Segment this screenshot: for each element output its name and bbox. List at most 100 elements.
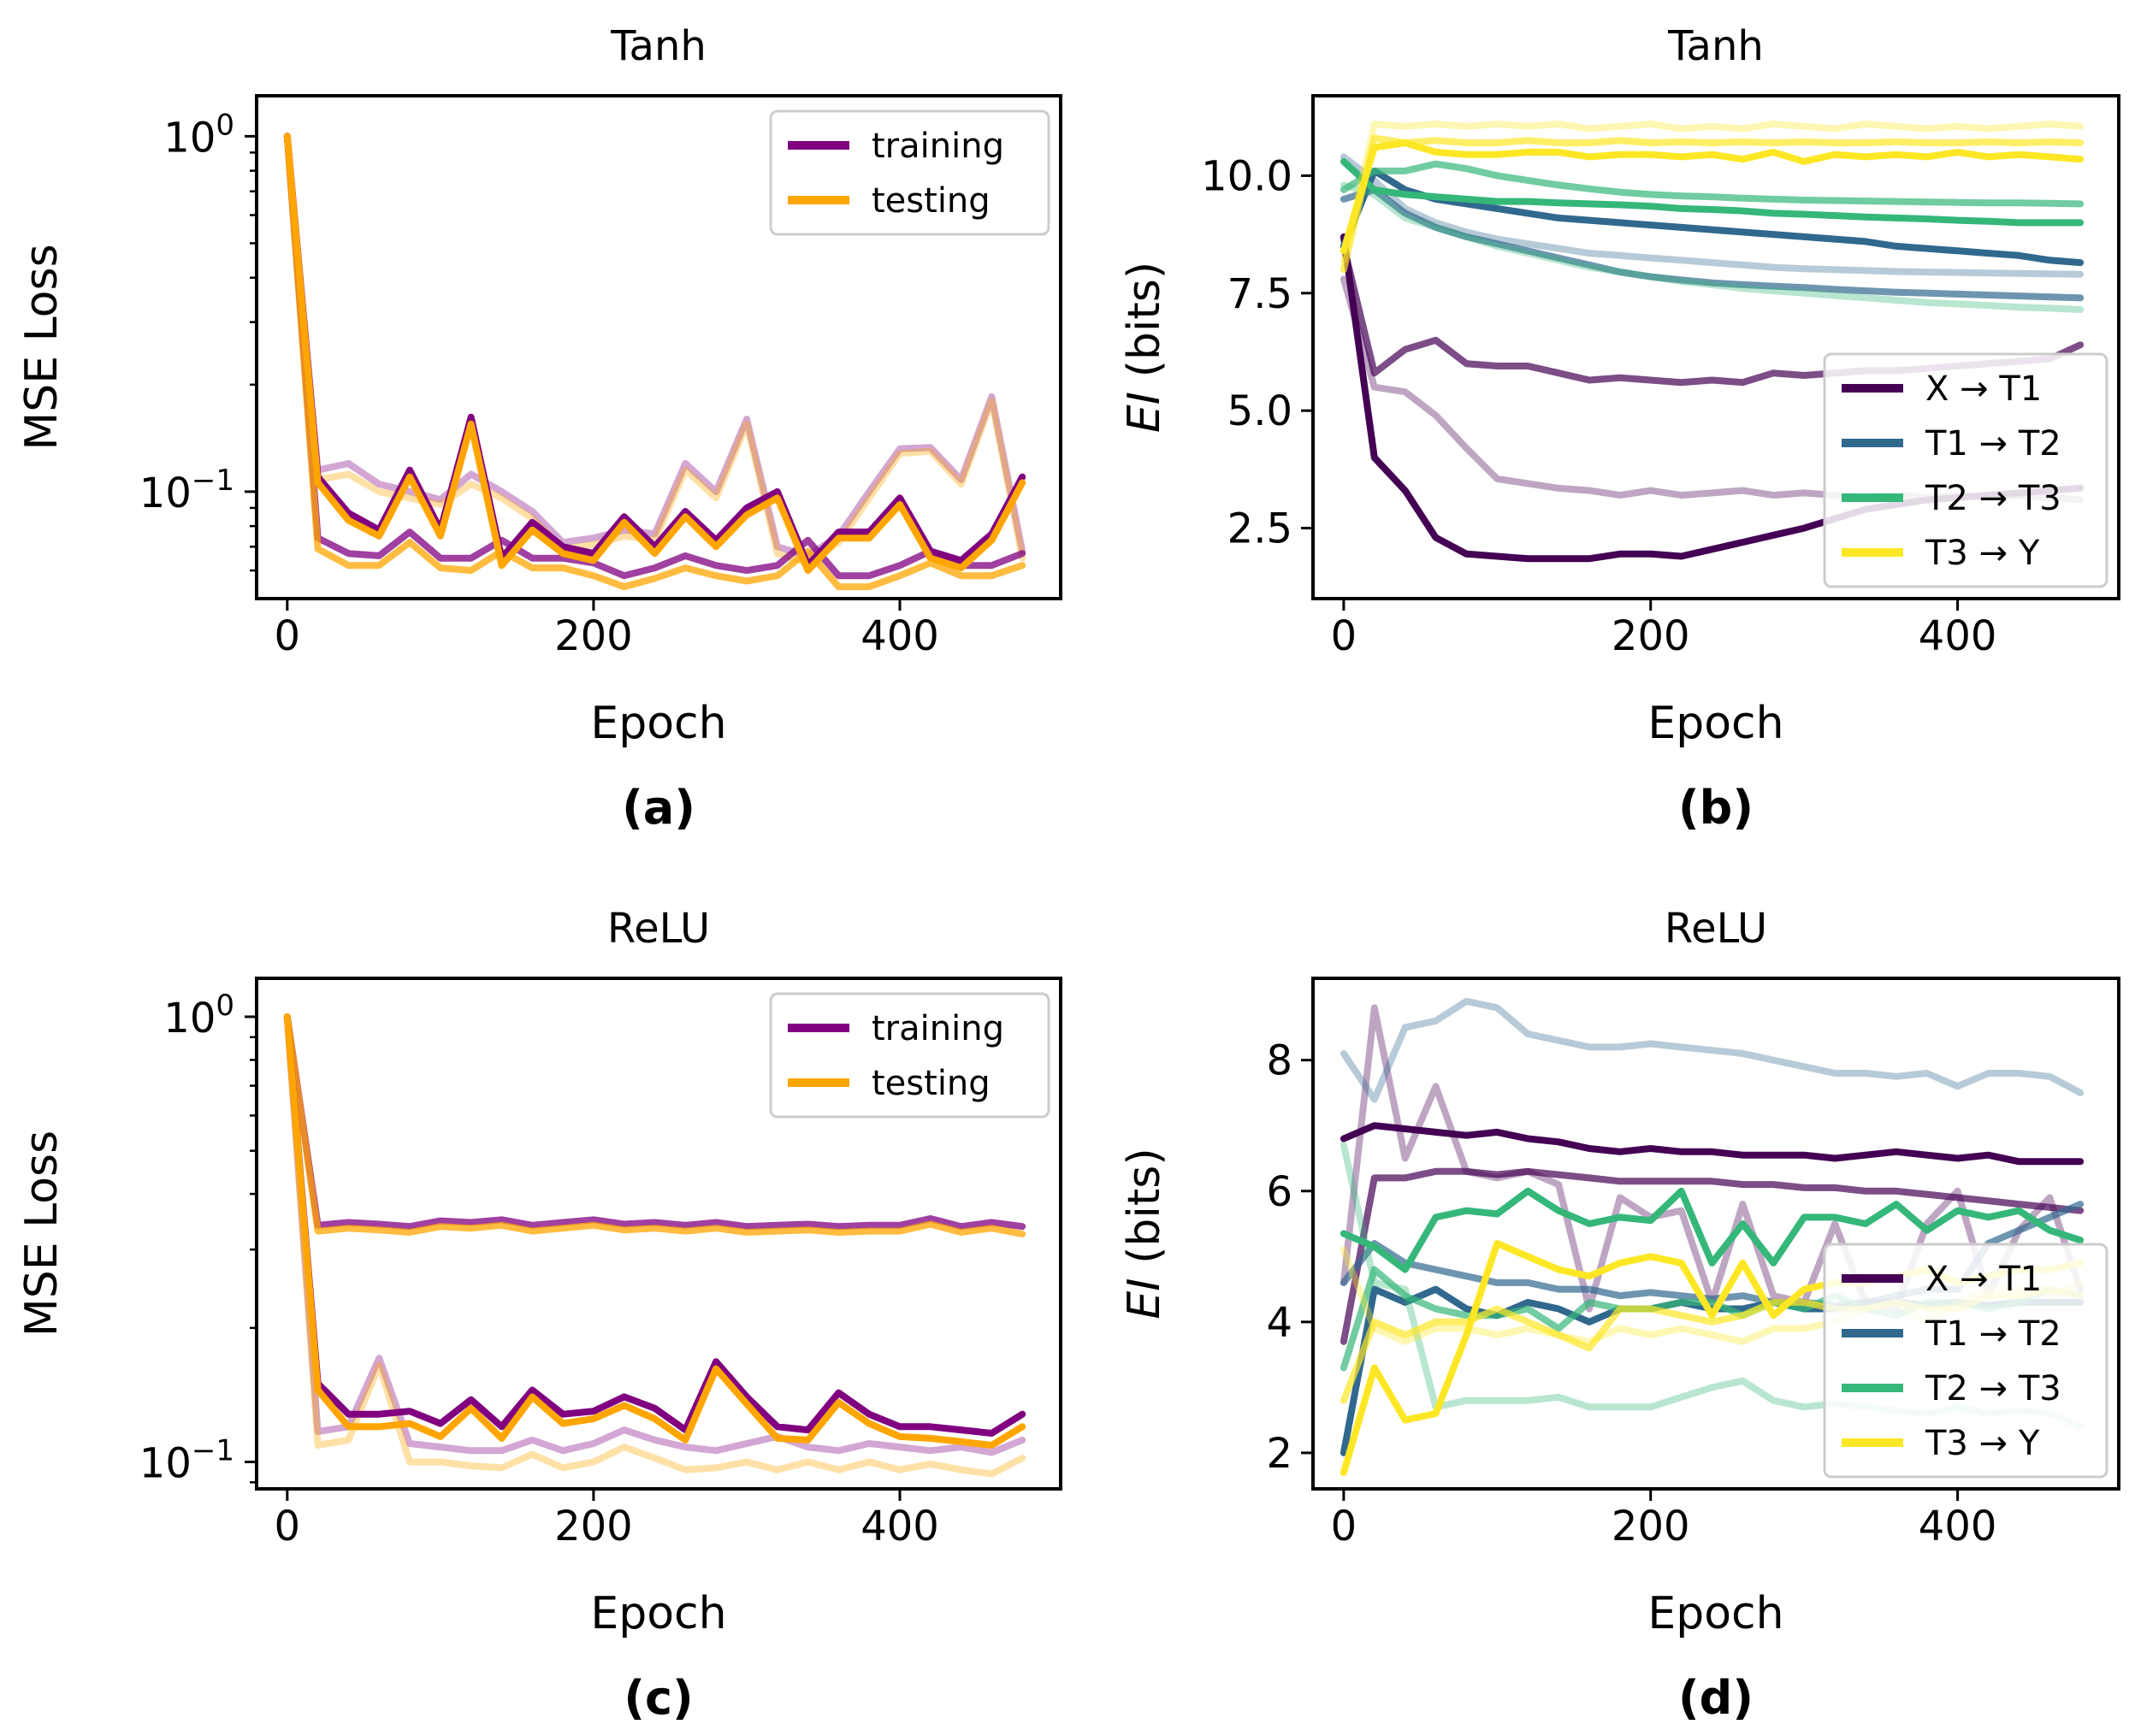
chart-title: Tanh [610, 22, 707, 70]
panel-caption: (b) [1678, 781, 1754, 835]
y-axis-label-rest: (bits) [1119, 262, 1170, 392]
x-tick-label: 400 [1919, 612, 1997, 660]
legend: X → T1 T1 → T2 T2 → T3 T3 → Y [1823, 1243, 2108, 1479]
y-axis-label: MSE Loss [16, 244, 68, 450]
series-line-t1-t2-4 [1340, 186, 2085, 302]
series-line-testing-1 [283, 133, 1026, 567]
y-tick-label: 8 [1266, 1037, 1292, 1085]
series-group [283, 133, 1026, 591]
x-axis-label: Epoch [590, 1588, 726, 1639]
y-axis-label-rest: (bits) [1119, 1148, 1170, 1278]
y-axis-label-italic: EI [1119, 392, 1170, 433]
series-line-training-2 [283, 1013, 1026, 1231]
series-line-t1-t2-3 [1340, 997, 2085, 1103]
y-tick-label: 10.0 [1201, 152, 1292, 200]
legend-label: training [872, 1009, 1004, 1048]
x-tick-label: 400 [1919, 1503, 1997, 1550]
y-tick-base: 10 [139, 469, 192, 517]
legend-label: testing [872, 181, 991, 221]
series-line-t2-t3-6 [1340, 181, 2085, 313]
y-axis-label-italic: EI [1119, 1278, 1170, 1319]
series-line-testing-1 [283, 1013, 1026, 1478]
series-line-testing-5 [283, 1013, 1026, 1449]
x-tick-label: 200 [554, 612, 633, 660]
panel-caption: (c) [624, 1671, 693, 1725]
y-tick-label: 5.0 [1227, 387, 1292, 435]
series-line-t3-y-11 [1340, 139, 2085, 255]
legend-label: T2 → T3 [1925, 1369, 2061, 1408]
legend-label: T3 → Y [1925, 534, 2040, 573]
y-tick-base: 10 [163, 114, 216, 162]
series-line-t1-t2-3 [1340, 153, 2085, 278]
x-tick-label: 0 [1331, 612, 1357, 660]
y-tick-label: 4 [1266, 1299, 1292, 1347]
series-line-t2-t3-8 [1340, 157, 2085, 227]
y-tick-label: 10−1 [139, 464, 234, 517]
panel-caption: (a) [622, 781, 695, 835]
x-tick-label: 0 [1331, 1503, 1357, 1550]
series-line-t1-t2-5 [1340, 167, 2085, 267]
series-line-t3-y-10 [1340, 134, 2085, 274]
y-tick-label: 7.5 [1227, 270, 1292, 318]
legend-label: training [872, 127, 1004, 166]
x-axis-label: Epoch [1647, 698, 1783, 749]
series-line-testing-5 [283, 133, 1026, 575]
series-line-training-0 [283, 133, 1026, 559]
y-tick-exponent: −1 [192, 464, 234, 498]
y-tick-exponent: 0 [216, 989, 234, 1023]
series-line-testing-3 [283, 1013, 1026, 1237]
panel-caption: (d) [1678, 1671, 1754, 1725]
legend-box [1823, 352, 2108, 588]
legend: training testing [769, 109, 1050, 236]
y-tick-label: 100 [163, 989, 234, 1042]
y-tick-label: 2 [1266, 1430, 1292, 1478]
plot-frame [255, 977, 1062, 1491]
y-tick-exponent: −1 [192, 1434, 234, 1468]
series-line-testing-3 [283, 133, 1026, 591]
legend: training testing [769, 992, 1050, 1119]
x-axis-label: Epoch [1647, 1588, 1783, 1639]
y-tick-label: 2.5 [1227, 505, 1292, 553]
y-tick-label: 6 [1266, 1168, 1292, 1216]
legend: X → T1 T1 → T2 T2 → T3 T3 → Y [1823, 352, 2108, 588]
legend-label: testing [872, 1064, 991, 1103]
y-tick-base: 10 [163, 995, 216, 1042]
chart-panel-d: 0 200 400 2 4 6 8 ReLU Epoch EI (bits) (d) X → T1 T1… [1119, 905, 2120, 1725]
legend-label: T1 → T2 [1925, 1314, 2061, 1354]
series-line-x-t1-2 [1340, 1122, 2085, 1166]
chart-title: ReLU [607, 905, 710, 953]
series-line-x-t1-1 [1340, 1167, 2085, 1345]
series-line-t2-t3-7 [1340, 160, 2085, 208]
y-tick-base: 10 [139, 1440, 192, 1488]
x-tick-label: 200 [1612, 612, 1690, 660]
legend-label: X → T1 [1925, 369, 2042, 409]
y-axis-label: EI (bits) [1119, 1148, 1170, 1319]
plot-frame [1311, 94, 2120, 600]
x-tick-label: 0 [275, 1503, 301, 1550]
y-tick-label: 100 [163, 108, 234, 162]
series-line-training-2 [283, 133, 1026, 580]
series-line-t3-y-9 [1340, 121, 2085, 264]
legend-label: T3 → Y [1925, 1424, 2040, 1463]
plot-frame [1311, 977, 2120, 1491]
x-tick-label: 0 [275, 612, 301, 660]
y-axis-label: EI (bits) [1119, 262, 1170, 433]
plot-frame [255, 94, 1062, 600]
x-tick-label: 200 [554, 1503, 633, 1550]
x-axis-label: Epoch [590, 698, 726, 749]
series-line-training-0 [283, 1013, 1026, 1456]
legend-label: X → T1 [1925, 1260, 2042, 1299]
y-axis-label: MSE Loss [16, 1131, 68, 1337]
series-line-training-4 [283, 133, 1026, 570]
y-tick-exponent: 0 [216, 108, 234, 142]
series-group [283, 1013, 1026, 1478]
x-tick-label: 400 [861, 1503, 939, 1550]
series-line-training-4 [283, 1013, 1026, 1437]
x-tick-label: 200 [1612, 1503, 1690, 1550]
y-tick-label: 10−1 [139, 1434, 234, 1488]
x-tick-label: 400 [861, 612, 939, 660]
